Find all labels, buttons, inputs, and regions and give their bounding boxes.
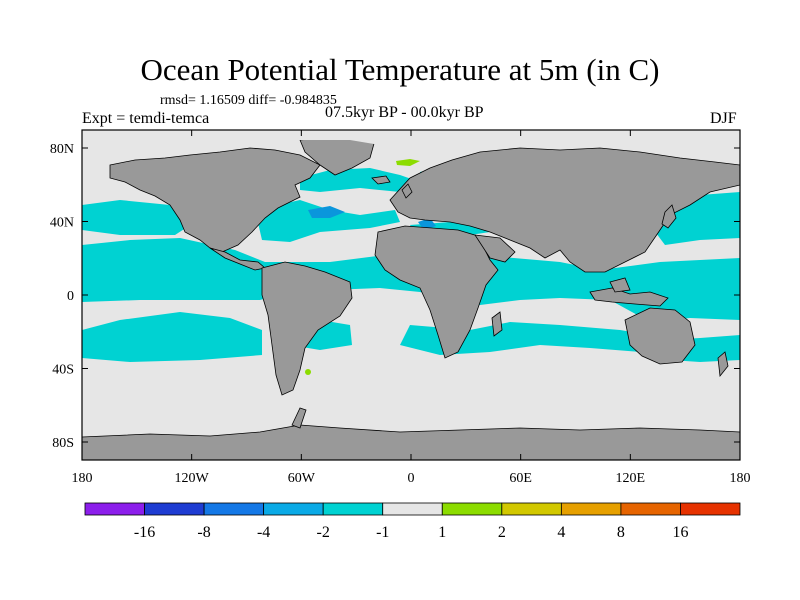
x-tick-label: 60E — [509, 471, 532, 486]
colorbar-swatch — [680, 502, 741, 516]
y-tick-label: 80S — [52, 436, 74, 451]
period-label: 07.5kyr BP - 00.0kyr BP — [325, 104, 484, 121]
australia — [624, 307, 696, 365]
colorbar-label: -16 — [134, 524, 155, 541]
x-tick-label: 120W — [175, 471, 210, 486]
colorbar-label: -1 — [376, 524, 389, 541]
colorbar-label: 2 — [498, 524, 506, 541]
x-axis: 180 120W 60W 0 60E 120E 180 — [72, 130, 751, 486]
colorbar-swatch — [203, 502, 265, 516]
y-tick-label: 0 — [67, 289, 74, 304]
new-zealand — [717, 351, 729, 378]
colorbar-swatch — [560, 502, 622, 516]
antarctica — [82, 424, 740, 460]
land-masses — [82, 135, 740, 460]
madagascar — [491, 311, 503, 337]
colorbar-label: -2 — [317, 524, 330, 541]
borneo — [609, 277, 631, 293]
colorbar-label: 16 — [672, 524, 688, 541]
colorbar-label: 4 — [557, 524, 565, 541]
colorbar-swatch — [144, 502, 205, 516]
colorbar-swatch — [501, 502, 562, 516]
eurasia — [389, 147, 740, 273]
antarctic-peninsula — [291, 407, 307, 429]
stats-line: rmsd= 1.16509 diff= -0.984835 — [160, 93, 337, 108]
y-axis: 80N 40N 0 40S 80S — [50, 142, 740, 451]
colorbar-swatch — [84, 502, 145, 516]
x-tick-label: 180 — [72, 471, 93, 486]
y-tick-label: 80N — [50, 142, 74, 157]
colorbar-label: -8 — [197, 524, 210, 541]
british-isles — [401, 183, 413, 199]
japan — [661, 204, 677, 229]
experiment-label: Expt = temdi-temca — [82, 110, 210, 127]
y-tick-label: 40S — [52, 363, 74, 378]
colorbar-swatch — [382, 502, 443, 516]
colorbar-swatch — [620, 502, 681, 516]
map-area — [82, 130, 740, 460]
x-tick-label: 0 — [408, 471, 415, 486]
x-tick-label: 60W — [288, 471, 316, 486]
south-america — [261, 261, 353, 396]
x-tick-label: 180 — [730, 471, 751, 486]
colorbar-label: 1 — [438, 524, 446, 541]
colorbar: -16 -8 -4 -2 -1 1 2 4 8 16 — [84, 502, 741, 541]
x-tick-label: 120E — [616, 471, 646, 486]
season-label: DJF — [710, 110, 737, 127]
arctic-edge — [82, 130, 740, 156]
iceland — [371, 175, 391, 185]
plot-title: Ocean Potential Temperature at 5m (in C) — [140, 52, 660, 87]
colorbar-swatch — [441, 502, 503, 516]
arabia — [474, 234, 516, 263]
y-tick-label: 40N — [50, 216, 74, 231]
colorbar-label: 8 — [617, 524, 625, 541]
colorbar-label: -4 — [257, 524, 270, 541]
north-america — [109, 147, 321, 253]
colorbar-swatch — [263, 502, 324, 516]
colorbar-swatch — [322, 502, 384, 516]
africa — [374, 225, 499, 359]
